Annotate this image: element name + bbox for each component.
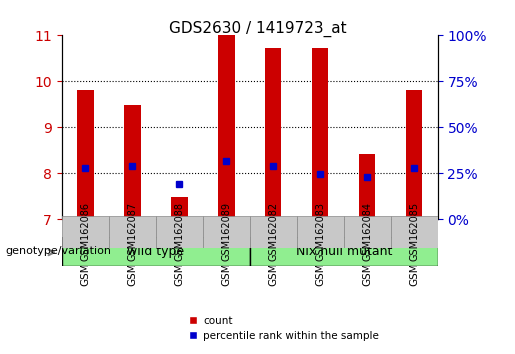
Bar bbox=[77, 90, 94, 219]
Text: Nix null mutant: Nix null mutant bbox=[296, 245, 392, 258]
Text: GDS2630 / 1419723_at: GDS2630 / 1419723_at bbox=[169, 21, 346, 38]
Bar bbox=[124, 105, 141, 219]
FancyBboxPatch shape bbox=[250, 216, 297, 248]
FancyBboxPatch shape bbox=[203, 216, 250, 248]
FancyBboxPatch shape bbox=[344, 216, 391, 248]
Text: GSM162083: GSM162083 bbox=[315, 202, 325, 261]
Bar bbox=[406, 90, 422, 219]
Bar bbox=[359, 154, 375, 219]
Bar bbox=[218, 35, 234, 219]
Text: GSM162082: GSM162082 bbox=[268, 202, 278, 262]
Bar bbox=[312, 48, 329, 219]
Text: GSM162086: GSM162086 bbox=[80, 202, 90, 261]
Text: GSM162089: GSM162089 bbox=[221, 202, 231, 261]
Text: GSM162085: GSM162085 bbox=[409, 202, 419, 262]
FancyBboxPatch shape bbox=[109, 216, 156, 248]
Legend: count, percentile rank within the sample: count, percentile rank within the sample bbox=[183, 312, 383, 345]
Text: GSM162087: GSM162087 bbox=[127, 202, 138, 262]
Text: GSM162084: GSM162084 bbox=[362, 202, 372, 261]
FancyBboxPatch shape bbox=[391, 216, 438, 248]
FancyBboxPatch shape bbox=[250, 237, 438, 266]
Text: GSM162088: GSM162088 bbox=[174, 202, 184, 261]
FancyBboxPatch shape bbox=[297, 216, 344, 248]
Bar bbox=[265, 48, 282, 219]
Text: wild type: wild type bbox=[127, 245, 184, 258]
Bar bbox=[171, 198, 187, 219]
FancyBboxPatch shape bbox=[156, 216, 203, 248]
FancyBboxPatch shape bbox=[62, 237, 250, 266]
FancyBboxPatch shape bbox=[62, 216, 109, 248]
Text: genotype/variation: genotype/variation bbox=[5, 246, 111, 256]
